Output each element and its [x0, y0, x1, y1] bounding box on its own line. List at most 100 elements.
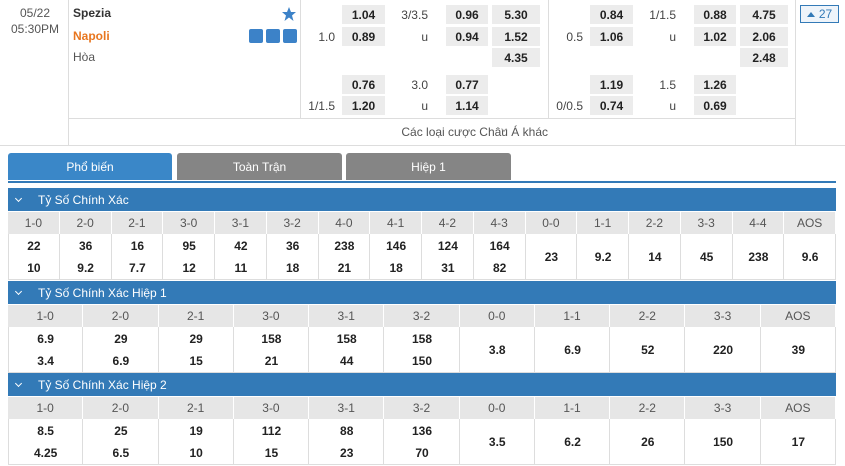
odds-value[interactable]: 1.04: [342, 5, 385, 24]
icon-stats[interactable]: [249, 29, 263, 43]
more-badge[interactable]: 27: [800, 5, 839, 23]
away-odds[interactable]: 15: [189, 354, 203, 368]
more-link[interactable]: Các loại cược Châu Á khác: [300, 121, 548, 143]
away-odds[interactable]: 44: [340, 354, 354, 368]
draw-odds[interactable]: 45: [699, 250, 714, 264]
draw-odds[interactable]: 17: [791, 435, 806, 449]
tab[interactable]: Phổ biến: [8, 153, 172, 180]
odds-value[interactable]: 2.06: [740, 27, 788, 46]
odds-value[interactable]: 1.20: [342, 96, 385, 115]
home-odds[interactable]: 112: [261, 424, 282, 438]
away-odds[interactable]: 70: [415, 446, 429, 460]
section-title[interactable]: Tỷ Số Chính Xác Hiệp 1: [8, 281, 836, 304]
odds-value[interactable]: 0.89: [342, 27, 385, 46]
home-odds[interactable]: 146: [386, 239, 407, 253]
home-odds[interactable]: 158: [336, 332, 357, 346]
odds-value[interactable]: 1.06: [590, 27, 633, 46]
away-odds[interactable]: 23: [340, 446, 354, 460]
odds-value[interactable]: 0.94: [446, 27, 488, 46]
odds-value[interactable]: 0.88: [694, 5, 736, 24]
home-odds[interactable]: 95: [182, 239, 196, 253]
home-odds[interactable]: 158: [411, 332, 432, 346]
home-odds[interactable]: 22: [27, 239, 41, 253]
draw-odds[interactable]: 220: [713, 343, 734, 357]
away-odds[interactable]: 4.25: [33, 446, 58, 460]
away-odds[interactable]: 9.2: [77, 261, 94, 275]
icon-odds[interactable]: [266, 29, 280, 43]
divider: [795, 0, 796, 146]
home-odds[interactable]: 42: [234, 239, 248, 253]
away-odds[interactable]: 21: [337, 261, 352, 275]
away-odds[interactable]: 6.9: [112, 354, 130, 368]
home-odds[interactable]: 158: [261, 332, 282, 346]
odds-value[interactable]: 1.26: [694, 75, 736, 94]
home-odds[interactable]: 36: [78, 239, 93, 253]
draw-odds[interactable]: 6.2: [564, 435, 581, 449]
odds-value[interactable]: 0.84: [590, 5, 633, 24]
away-odds[interactable]: 21: [264, 354, 279, 368]
section-title[interactable]: Tỷ Số Chính Xác: [8, 188, 836, 211]
home-odds[interactable]: 164: [489, 239, 510, 253]
tab[interactable]: Toàn Trận: [177, 153, 342, 180]
home-odds[interactable]: 36: [285, 239, 300, 253]
draw-odds[interactable]: 150: [713, 435, 734, 449]
odds-value[interactable]: 1.02: [694, 27, 736, 46]
home-odds[interactable]: 8.5: [37, 424, 54, 438]
away-odds[interactable]: 12: [182, 261, 196, 275]
odds-value[interactable]: 5.30: [492, 5, 540, 24]
draw-odds[interactable]: 238: [748, 250, 769, 264]
odds-value[interactable]: 1.19: [590, 75, 633, 94]
draw-odds[interactable]: 6.9: [564, 343, 581, 357]
odds-value[interactable]: 2.48: [740, 48, 788, 67]
score-header: 3-1: [309, 305, 385, 327]
home-odds[interactable]: 29: [114, 332, 128, 346]
icon-chart[interactable]: [283, 29, 297, 43]
away-odds[interactable]: 15: [264, 446, 279, 460]
home-odds[interactable]: 6.9: [37, 332, 54, 346]
away-odds[interactable]: 11: [234, 261, 248, 275]
odds-value[interactable]: 4.35: [492, 48, 540, 67]
home-odds[interactable]: 88: [340, 424, 354, 438]
away-odds[interactable]: 10: [27, 261, 41, 275]
odds-value[interactable]: 1.14: [446, 96, 488, 115]
section-title[interactable]: Tỷ Số Chính Xác Hiệp 2: [8, 373, 836, 396]
draw-odds[interactable]: 52: [641, 343, 655, 357]
away-odds[interactable]: 18: [285, 261, 300, 275]
draw-odds[interactable]: 39: [791, 343, 806, 357]
away-odds[interactable]: 6.5: [112, 446, 130, 460]
draw-odds[interactable]: 14: [648, 250, 662, 264]
home-odds[interactable]: 136: [411, 424, 432, 438]
total-line: u: [421, 98, 428, 113]
odds-value[interactable]: 4.75: [740, 5, 788, 24]
draw-odds[interactable]: 3.5: [488, 435, 506, 449]
away-odds[interactable]: 31: [441, 261, 455, 275]
home-odds[interactable]: 124: [437, 239, 458, 253]
odds-value[interactable]: 1.52: [492, 27, 540, 46]
home-odds[interactable]: 16: [130, 239, 145, 253]
away-odds[interactable]: 150: [411, 354, 432, 368]
home-team: Spezia: [73, 6, 112, 20]
away-odds[interactable]: 7.7: [129, 261, 146, 275]
score-header: 1-1: [577, 212, 629, 234]
odds-value[interactable]: 0.76: [342, 75, 385, 94]
odds-value[interactable]: 0.69: [694, 96, 736, 115]
cell: [525, 234, 578, 280]
draw-odds[interactable]: 9.2: [594, 250, 612, 264]
draw-odds[interactable]: 23: [544, 250, 559, 264]
away-odds[interactable]: 3.4: [37, 354, 54, 368]
home-odds[interactable]: 19: [189, 424, 203, 438]
odds-value[interactable]: 0.74: [590, 96, 633, 115]
home-odds[interactable]: 25: [114, 424, 128, 438]
favorite-star[interactable]: [282, 7, 296, 21]
away-odds[interactable]: 10: [189, 446, 203, 460]
draw-odds[interactable]: 9.6: [801, 250, 819, 264]
draw-odds[interactable]: 26: [641, 435, 655, 449]
draw-odds[interactable]: 3.8: [488, 343, 506, 357]
home-odds[interactable]: 29: [189, 332, 203, 346]
home-odds[interactable]: 238: [334, 239, 355, 253]
odds-value[interactable]: 0.77: [446, 75, 488, 94]
tab[interactable]: Hiệp 1: [346, 153, 511, 180]
away-odds[interactable]: 18: [389, 261, 403, 275]
odds-value[interactable]: 0.96: [446, 5, 488, 24]
away-odds[interactable]: 82: [492, 261, 507, 275]
